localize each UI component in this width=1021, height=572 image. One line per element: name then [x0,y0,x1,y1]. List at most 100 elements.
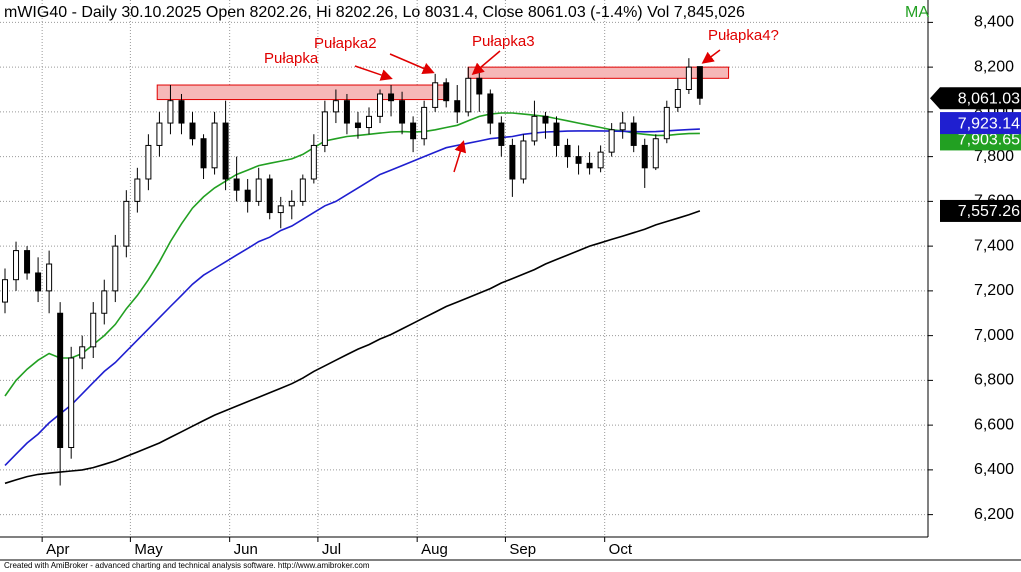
candle-body [244,189,251,202]
candle-body [354,122,361,129]
x-tick-label: Jun [234,541,258,558]
candle-body [255,178,262,202]
arrow [389,53,435,74]
y-tick-label: 7,000 [974,327,1014,344]
candle-body [156,122,163,146]
chart-title: mWIG40 - Daily 30.10.2025 Open 8202.26, … [4,4,745,21]
candle-body [630,122,637,146]
candle-body [79,346,86,359]
candle-body [487,93,494,124]
x-tick-label: Apr [46,541,69,558]
arrow [354,65,393,81]
candle-body [321,111,328,146]
candle-body [542,115,549,124]
candle-body [90,312,97,348]
candle-body [13,250,20,281]
candle-body [57,312,64,448]
candle-body [35,272,42,292]
candle-body [145,144,152,180]
candle-body [332,100,339,113]
candle-body [2,279,8,303]
candle-body [211,122,218,169]
arrow [471,50,501,75]
candle-body [365,115,372,129]
annotations: Pułapka Pułapka2 Pułapka3 Pułapka4? [264,27,779,67]
candle-body [377,93,384,117]
candle-body [134,178,141,202]
candle-body [465,77,472,113]
footer: Created with AmiBroker - advanced charti… [4,561,370,570]
candle-body [200,138,207,169]
candle-body [674,89,681,108]
arrow [453,140,467,173]
candle-body [233,178,240,191]
candle-body [299,178,306,202]
y-tick-label: 8,400 [974,14,1014,31]
candle-body [399,100,406,124]
annotation: Pułapka [264,50,319,67]
candle-body [112,245,119,292]
candle-body [454,100,461,113]
candle-body [685,66,692,90]
candle-body [652,138,659,169]
last-value-label: 7,923.14 [958,115,1020,132]
candle-body [266,178,273,214]
x-tick-label: Oct [609,541,633,558]
candle-body [575,156,582,164]
x-tick-label: Aug [421,541,448,558]
y-tick-label: 6,400 [974,461,1014,478]
candle-body [68,357,75,448]
y-tick-label: 7,400 [974,237,1014,254]
candle-body [222,122,229,180]
candle-body [178,100,185,124]
candle-body [101,290,108,314]
candle-body [410,122,417,140]
last-close-label: 8,061.03 [958,90,1020,107]
candle-body [288,200,295,207]
last-value-label: 7,557.26 [958,203,1020,220]
candle-body [46,263,53,292]
candle-body [509,144,516,180]
candle-body [476,77,483,95]
x-tick-label: Sep [509,541,536,558]
candle-body [619,122,626,131]
candle-body [432,82,439,108]
candle-body [564,144,571,158]
arrows [354,49,721,173]
candle-body [586,162,593,169]
candle-body [123,200,130,247]
arrow [701,49,721,64]
candle-body [24,250,31,274]
candle-body [189,122,196,140]
x-tick-label: May [134,541,163,558]
ma-line [4,112,700,397]
candle-body [696,66,703,99]
ma-line [4,128,700,466]
y-tick-label: 6,200 [974,506,1014,523]
candle-body [388,93,395,102]
x-tick-label: Jul [322,541,341,558]
candle-body [641,144,648,169]
title-tail: MA [905,4,929,21]
y-tick-label: 6,600 [974,416,1014,433]
y-tick-label: 7,200 [974,282,1014,299]
annotation: Pułapka4? [708,27,779,44]
candle-body [597,151,604,169]
zone [156,84,447,101]
candle-body [421,106,428,140]
y-tick-label: 6,800 [974,372,1014,389]
last-close-box [930,87,1021,110]
annotation: Pułapka3 [472,33,535,50]
candle-body [520,140,527,180]
candle-body [343,100,350,124]
candle-body [608,129,615,153]
candle-body [277,205,284,214]
candle-body [443,82,450,102]
candle-body [663,106,670,140]
annotation: Pułapka2 [314,35,377,52]
y-tick-label: 7,800 [974,148,1014,165]
candle-body [167,100,174,124]
candle-body [553,122,560,146]
